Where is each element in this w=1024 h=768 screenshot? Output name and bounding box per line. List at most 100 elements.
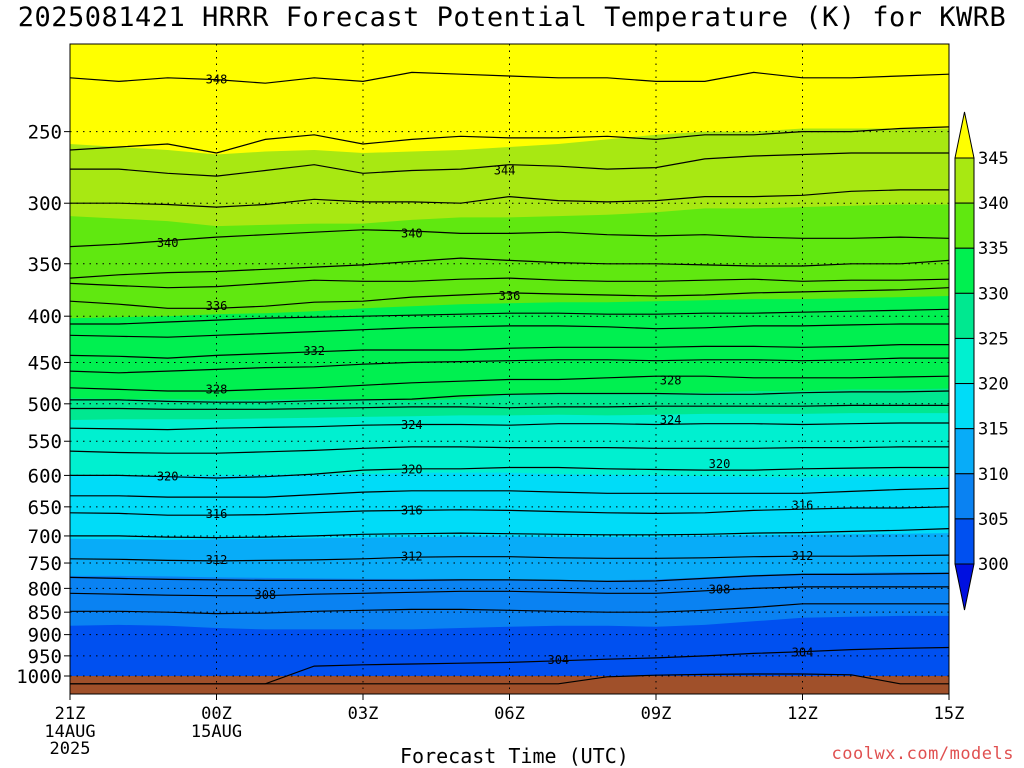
contour-label-324-10: 324 xyxy=(660,413,682,427)
colorbar-swatch-5 xyxy=(954,383,975,430)
contour-label-340-3: 340 xyxy=(401,226,423,240)
x-tick-sub-00Z-0: 15AUG xyxy=(191,722,242,742)
contour-label-304-22: 304 xyxy=(547,653,569,667)
contour-324-15 xyxy=(70,422,949,431)
contour-label-308-21: 308 xyxy=(709,582,731,596)
contour-310-22 xyxy=(70,572,949,583)
contour-348-0 xyxy=(70,71,949,84)
contour-label-340-2: 340 xyxy=(157,236,179,250)
y-tick-label-450: 450 xyxy=(28,352,62,374)
y-tick-label-600: 600 xyxy=(28,465,62,487)
colorbar-swatch-0 xyxy=(954,157,975,204)
x-tick-label-12Z: 12Z xyxy=(787,704,818,724)
x-tick-label-15Z: 15Z xyxy=(934,704,965,724)
x-tick-sub-21Z-0: 14AUG xyxy=(44,722,95,742)
x-tick-label-00Z: 00Z xyxy=(201,704,232,724)
colorbar-over-arrow xyxy=(954,111,975,159)
contour-302-26 xyxy=(70,673,949,685)
y-tick-label-300: 300 xyxy=(28,193,62,215)
contour-label-312-18: 312 xyxy=(401,550,423,564)
y-tick-label-950: 950 xyxy=(28,646,62,668)
y-tick-label-850: 850 xyxy=(28,602,62,624)
colorbar-label-320: 320 xyxy=(978,375,1009,395)
contour-label-332-6: 332 xyxy=(303,344,325,358)
contour-326-13 xyxy=(70,390,949,403)
y-tick-label-400: 400 xyxy=(28,306,62,328)
contour-342-3 xyxy=(70,189,949,208)
x-tick-label-06Z: 06Z xyxy=(494,704,525,724)
contour-label-316-16: 316 xyxy=(792,499,814,513)
x-tick-label-21Z: 21Z xyxy=(55,704,86,724)
y-tick-label-900: 900 xyxy=(28,625,62,647)
colorbar-swatch-6 xyxy=(954,428,975,475)
contour-326-14 xyxy=(70,404,949,410)
x-axis-label: Forecast Time (UTC) xyxy=(400,744,629,768)
contour-314-20 xyxy=(70,528,949,539)
colorbar-swatch-4 xyxy=(954,337,975,385)
contour-320-17 xyxy=(70,466,949,479)
colorbar: 345 340 335 330 325 320 315 310 305 300 xyxy=(954,111,1009,611)
colorbar-swatch-3 xyxy=(954,292,975,339)
colorbar-label-300: 300 xyxy=(978,555,1009,575)
contour-label-320-13: 320 xyxy=(709,457,731,471)
chart-title: 2025081421 HRRR Forecast Potential Tempe… xyxy=(17,2,1007,33)
y-tick-label-250: 250 xyxy=(28,122,62,144)
contour-318-18 xyxy=(70,487,949,498)
y-axis: 2503003504004505005506006507007508008509… xyxy=(16,122,70,688)
contour-label-336-4: 336 xyxy=(206,299,228,313)
y-tick-label-1000: 1000 xyxy=(16,666,62,688)
contour-label-336-5: 336 xyxy=(499,289,521,303)
contour-lines xyxy=(70,71,949,685)
y-tick-label-800: 800 xyxy=(28,578,62,600)
contour-labels: 348 344 340 340 336 336 332 328 328 324 324 320 320 3… xyxy=(157,73,814,667)
y-tick-label-650: 650 xyxy=(28,497,62,519)
contour-338-6 xyxy=(70,277,949,289)
contour-label-312-19: 312 xyxy=(792,549,814,563)
contour-label-312-17: 312 xyxy=(206,553,228,567)
contour-label-328-7: 328 xyxy=(206,382,228,396)
credit-link[interactable]: coolwx.com/models xyxy=(831,744,1014,764)
colorbar-label-345: 345 xyxy=(978,149,1009,169)
contour-308-23 xyxy=(70,586,949,597)
y-tick-label-750: 750 xyxy=(28,553,62,575)
colorbar-swatch-7 xyxy=(954,473,975,520)
contour-312-21 xyxy=(70,554,949,562)
contour-346-1 xyxy=(70,126,949,154)
y-tick-label-350: 350 xyxy=(28,254,62,276)
contour-label-316-15: 316 xyxy=(401,503,423,517)
contour-label-348-0: 348 xyxy=(206,73,228,87)
contour-344-2 xyxy=(70,152,949,177)
contour-332-10 xyxy=(70,344,949,359)
contour-340-4 xyxy=(70,229,949,248)
contour-330-11 xyxy=(70,357,949,374)
contour-label-344-1: 344 xyxy=(494,163,516,177)
contour-label-320-11: 320 xyxy=(157,470,179,484)
colorbar-swatch-8 xyxy=(954,518,975,565)
colorbar-label-315: 315 xyxy=(978,420,1009,440)
colorbar-label-305: 305 xyxy=(978,510,1009,530)
contour-332-9 xyxy=(70,323,949,338)
colorbar-under-arrow xyxy=(954,563,975,611)
colorbar-label-340: 340 xyxy=(978,194,1009,214)
contour-336-7 xyxy=(70,287,949,309)
contour-label-304-23: 304 xyxy=(792,646,814,660)
colorbar-swatch-1 xyxy=(954,202,975,249)
contour-306-24 xyxy=(70,603,949,615)
contour-label-308-20: 308 xyxy=(254,588,276,602)
colorbar-label-335: 335 xyxy=(978,239,1009,259)
contour-322-16 xyxy=(70,446,949,454)
colorbar-label-310: 310 xyxy=(978,465,1009,485)
contour-316-19 xyxy=(70,506,949,516)
contour-label-328-8: 328 xyxy=(660,373,682,387)
colorbar-label-325: 325 xyxy=(978,329,1009,349)
contour-328-12 xyxy=(70,375,949,392)
y-tick-label-700: 700 xyxy=(28,526,62,548)
x-tick-label-09Z: 09Z xyxy=(641,704,672,724)
x-tick-sub-21Z-1: 2025 xyxy=(50,739,91,759)
contour-340-5 xyxy=(70,257,949,279)
contour-334-8 xyxy=(70,308,949,325)
colorbar-label-330: 330 xyxy=(978,284,1009,304)
ground-fill xyxy=(70,676,949,694)
